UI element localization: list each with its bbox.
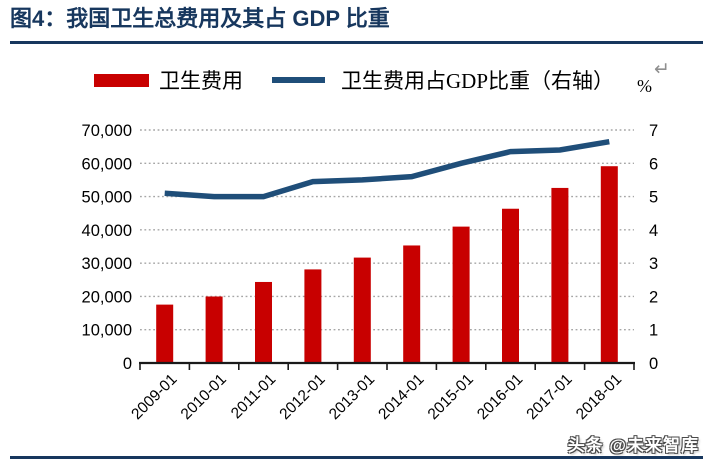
left-axis-label: 30,000 [82, 255, 132, 273]
right-axis-label: 6 [649, 155, 658, 173]
x-axis-label: 2012-01 [276, 371, 328, 423]
legend-label-line-series: 卫生费用占GDP比重（右轴） [341, 69, 615, 93]
left-axis-label: 40,000 [82, 222, 132, 240]
left-axis-label: 20,000 [82, 288, 132, 306]
legend-item-line-series: 卫生费用占GDP比重（右轴） [272, 64, 614, 96]
right-axis-label: 4 [649, 222, 658, 240]
x-axis-label: 2015-01 [425, 371, 477, 423]
title-divider [10, 41, 703, 44]
x-axis-label: 2014-01 [375, 371, 427, 423]
right-axis-label: 1 [649, 322, 658, 340]
left-axis-label: 70,000 [82, 122, 132, 140]
right-axis-label: 7 [649, 122, 658, 140]
legend-label-bar-series: 卫生费用 [159, 69, 243, 93]
bar-2013-01 [353, 257, 371, 363]
watermark: 头条 @未来智库 [567, 436, 699, 455]
x-axis-label: 2016-01 [474, 371, 526, 423]
right-axis-label: 0 [649, 355, 658, 373]
bar-2012-01 [304, 269, 322, 363]
bar-2017-01 [551, 187, 569, 363]
gdp-share-line [164, 138, 610, 200]
x-axis-label: 2018-01 [573, 371, 625, 423]
right-axis-unit-label: % [637, 76, 652, 96]
bar-2018-01 [600, 166, 618, 363]
right-axis-label: 5 [649, 189, 658, 207]
bar-2014-01 [403, 245, 421, 363]
x-axis-label: 2013-01 [326, 371, 378, 423]
bar-2011-01 [255, 281, 272, 363]
left-axis-label: 10,000 [82, 322, 132, 340]
figure-title: 图4：我国卫生总费用及其占 GDP 比重 [10, 6, 390, 31]
x-axis-label: 2010-01 [178, 371, 230, 423]
linebreak-return-icon: ↵ [654, 58, 670, 80]
bottom-divider [10, 456, 703, 459]
bar-2015-01 [452, 226, 470, 363]
bar-2016-01 [502, 208, 519, 363]
bar-2010-01 [205, 296, 223, 363]
right-axis-label: 2 [649, 288, 658, 306]
x-axis-label: 2017-01 [523, 371, 575, 423]
x-axis-label: 2011-01 [228, 371, 279, 422]
line-series-swatch-icon [272, 77, 325, 83]
left-axis-label: 0 [123, 355, 132, 373]
bar-2009-01 [156, 304, 174, 363]
x-axis-label: 2009-01 [128, 371, 180, 423]
left-axis-label: 60,000 [82, 155, 132, 173]
left-axis-label: 50,000 [82, 189, 132, 207]
legend-item-bar-series: 卫生费用 [94, 64, 243, 96]
chart-legend: 卫生费用 卫生费用占GDP比重（右轴） [0, 64, 705, 96]
bar-series-swatch-icon [94, 73, 149, 87]
right-axis-label: 3 [649, 255, 658, 273]
